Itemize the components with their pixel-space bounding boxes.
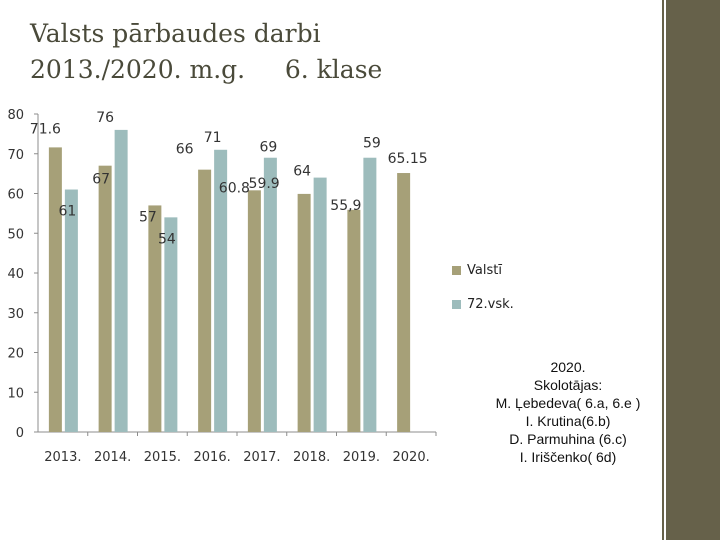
chart-legend: Valstī 72.vsk. xyxy=(452,260,514,328)
legend-item-series-1: Valstī xyxy=(452,260,514,280)
x-tick-label: 2017. xyxy=(243,450,280,465)
y-tick-label: 80 xyxy=(7,108,24,123)
bar-series-1 xyxy=(297,193,311,432)
y-tick-label: 10 xyxy=(7,386,24,401)
data-label-series-1: 67 xyxy=(92,172,110,188)
legend-swatch-series-1 xyxy=(452,265,461,275)
bar-series-1 xyxy=(48,147,62,432)
legend-swatch-series-2 xyxy=(452,299,461,309)
bar-series-1 xyxy=(347,209,361,432)
data-label-series-1: 71.6 xyxy=(30,121,61,137)
bar-series-1 xyxy=(198,169,212,432)
y-tick-label: 60 xyxy=(7,188,24,203)
data-label-series-1: 60.8 xyxy=(219,180,250,196)
note-line: D. Parmuhina (6.c) xyxy=(509,431,627,447)
data-label-series-1: 57 xyxy=(139,209,157,225)
y-tick-label: 50 xyxy=(7,227,24,242)
y-tick-label: 70 xyxy=(7,148,24,163)
data-label-series-2: 71 xyxy=(204,130,222,146)
data-label-series-2: 76 xyxy=(96,110,114,126)
note-line: I. Iriščenko( 6d) xyxy=(519,449,617,465)
x-tick-label: 2015. xyxy=(144,450,181,465)
data-label-series-1: 65.15 xyxy=(388,151,428,167)
bar-series-2 xyxy=(313,177,327,432)
data-label-series-2: 69 xyxy=(259,140,277,156)
teachers-note: 2020. Skolotājas: M. Ļebedeva( 6.a, 6.e … xyxy=(458,358,678,466)
data-label-series-2: 54 xyxy=(158,231,176,247)
bar-series-2 xyxy=(363,157,377,432)
legend-label-series-2: 72.vsk. xyxy=(467,296,514,312)
x-tick-label: 2014. xyxy=(94,450,131,465)
x-tick-label: 2019. xyxy=(343,450,380,465)
note-line: Skolotājas: xyxy=(533,377,603,393)
note-line: M. Ļebedeva( 6.a, 6.e ) xyxy=(495,395,641,411)
data-label-series-2: 61 xyxy=(58,204,76,220)
bar-series-1 xyxy=(247,190,261,432)
data-label-series-1: 55,9 xyxy=(330,198,361,214)
data-label-series-2: 59 xyxy=(363,136,381,152)
bar-series-1 xyxy=(397,173,411,432)
y-tick-label: 40 xyxy=(7,267,24,282)
x-tick-label: 2013. xyxy=(44,450,81,465)
bar-series-2 xyxy=(114,129,128,432)
y-tick-label: 20 xyxy=(7,347,24,362)
decorative-side-bar xyxy=(662,0,720,540)
y-tick-label: 30 xyxy=(7,307,24,322)
data-label-series-1: 66 xyxy=(176,142,194,158)
data-label-series-2: 64 xyxy=(293,164,311,180)
bar-series-1 xyxy=(98,165,112,433)
page-title: Valsts pārbaudes darbi 2013./2020. m.g. … xyxy=(30,16,382,88)
title-line-1: Valsts pārbaudes darbi xyxy=(30,19,321,48)
note-line: I. Krutina(6.b) xyxy=(525,413,611,429)
x-tick-label: 2018. xyxy=(293,450,330,465)
note-line: 2020. xyxy=(550,359,586,375)
y-tick-label: 0 xyxy=(16,426,24,441)
title-line-2: 2013./2020. m.g. 6. klase xyxy=(30,55,383,84)
legend-item-series-2: 72.vsk. xyxy=(452,294,514,314)
bar-series-2 xyxy=(214,149,228,432)
bar-series-2 xyxy=(263,157,277,432)
x-tick-label: 2020. xyxy=(393,450,430,465)
bar-series-2 xyxy=(64,189,78,432)
bar-series-1 xyxy=(148,205,162,432)
x-tick-label: 2016. xyxy=(194,450,231,465)
legend-label-series-1: Valstī xyxy=(467,262,502,278)
data-label-series-1: 59.9 xyxy=(249,176,280,192)
bar-series-2 xyxy=(164,217,178,432)
